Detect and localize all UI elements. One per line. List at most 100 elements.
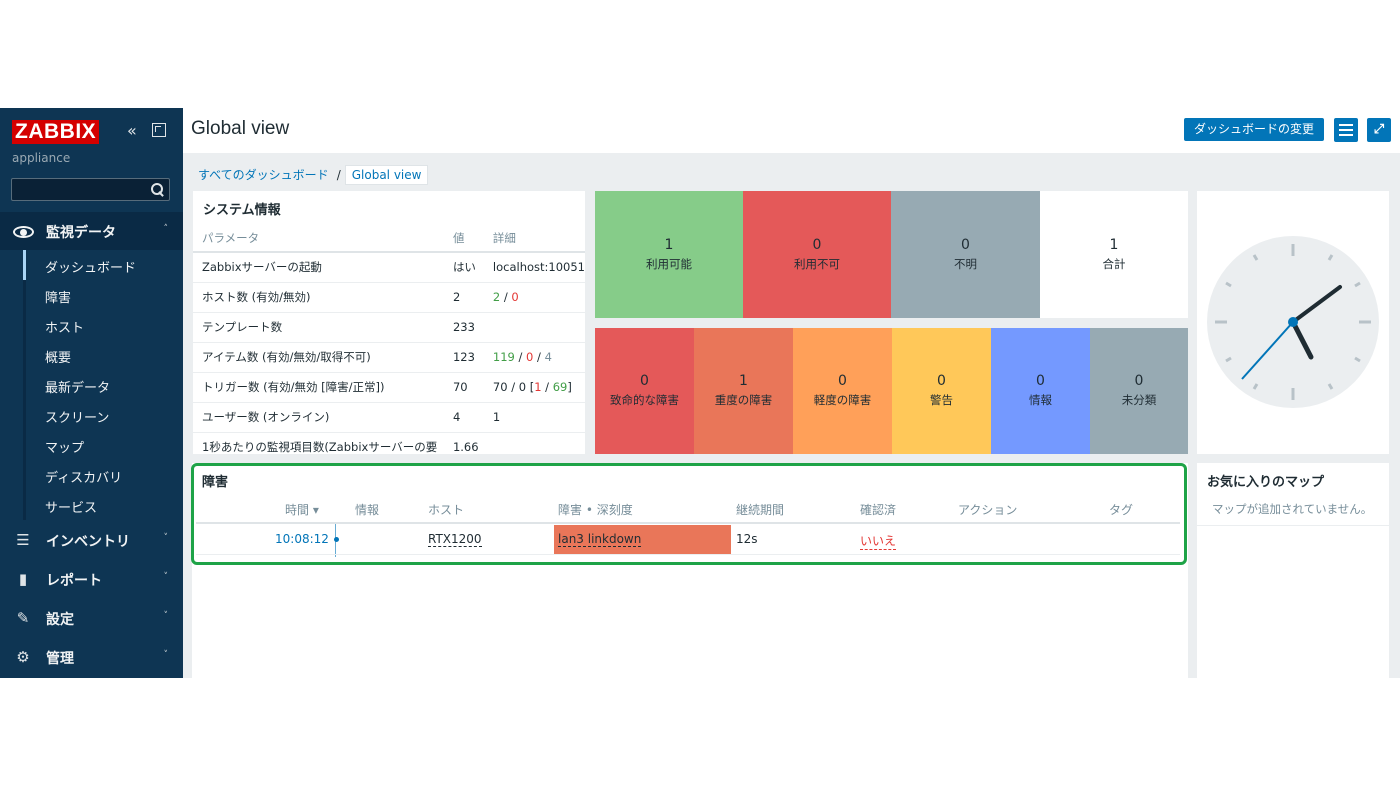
chevron-down-icon: ˅ (163, 533, 169, 543)
tick-5 (1327, 383, 1334, 390)
menu-reports-label: レポート (46, 573, 102, 589)
tick-10 (1225, 281, 1232, 288)
kiosk-mode-icon[interactable] (152, 123, 166, 137)
submenu-problems[interactable]: 障害 (23, 280, 183, 310)
column-header-time[interactable]: 時間 ▾ (285, 503, 319, 517)
count: 1 (664, 237, 674, 253)
sidebar: ZABBIX « appliance 監視データ ˄ ダッシュボード 障害 ホス… (0, 108, 183, 678)
system-info-table: パラメータ 値 詳細 Zabbixサーバーの起動 はい localhost:10… (193, 224, 585, 454)
value-cell: 4 (443, 402, 484, 433)
clock-widget (1197, 191, 1389, 454)
table-row: ホスト数 (有効/無効) 2 2 / 0 (193, 282, 585, 313)
fullscreen-button[interactable]: ⤢ (1367, 118, 1391, 142)
submenu-services[interactable]: サービス (23, 490, 183, 520)
table-row: Zabbixサーバーの起動 はい localhost:10051 (193, 252, 585, 283)
eye-icon (13, 226, 34, 238)
menu-icon (1339, 129, 1353, 131)
submenu-latest-data[interactable]: 最新データ (23, 370, 183, 400)
severity-high-cell[interactable]: 1 重度の障害 (694, 328, 793, 454)
menu-configuration[interactable]: ✎ 設定 ˅ (0, 599, 183, 637)
column-header-host[interactable]: ホスト (428, 503, 465, 517)
menu-monitoring[interactable]: 監視データ ˄ (0, 212, 183, 250)
monitoring-submenu: ダッシュボード 障害 ホスト 概要 最新データ スクリーン マップ ディスカバリ… (23, 250, 183, 520)
chevron-down-icon: ˅ (163, 611, 169, 621)
problems-widget: 障害 時間 ▾ 情報 ホスト 障害 • 深刻度 継続期間 確認済 アクション タ… (192, 463, 1188, 678)
column-header-problem[interactable]: 障害 • 深刻度 (558, 503, 633, 517)
column-header-tags: タグ (1109, 503, 1134, 517)
problem-name-link[interactable]: lan3 linkdown (558, 532, 642, 547)
severity-high-background (554, 525, 731, 554)
label: 利用不可 (794, 257, 840, 271)
breadcrumb: すべてのダッシュボード / Global view (192, 164, 429, 185)
count: 0 (838, 373, 847, 389)
count: 1 (739, 373, 748, 389)
severity-disaster-cell[interactable]: 0 致命的な障害 (595, 328, 694, 454)
submenu-label: ホスト (45, 321, 85, 336)
gear-icon: ⚙ (16, 648, 30, 666)
problem-ack-link[interactable]: いいえ (860, 534, 897, 550)
detail-ok: 69 (552, 380, 568, 394)
collapse-sidebar-icon[interactable]: « (127, 121, 137, 140)
menu-icon (1339, 134, 1353, 136)
severity-not-classified-cell[interactable]: 0 未分類 (1090, 328, 1188, 454)
submenu-maps[interactable]: マップ (23, 430, 183, 460)
page-header: Global view ダッシュボードの変更 ⤢ (183, 108, 1400, 153)
column-header: 詳細 (483, 224, 585, 253)
submenu-label: 概要 (45, 351, 72, 366)
column-header-duration: 継続期間 (736, 503, 785, 517)
widget-title: お気に入りのマップ (1207, 475, 1325, 490)
column-header: パラメータ (193, 224, 444, 253)
submenu-discovery[interactable]: ディスカバリ (23, 460, 183, 490)
breadcrumb-all-dashboards[interactable]: すべてのダッシュボード (198, 168, 329, 182)
menu-inventory[interactable]: ☰ インベントリ ˅ (0, 521, 183, 559)
detail-sep: / (541, 380, 553, 394)
tick-2 (1354, 281, 1361, 288)
detail-suffix: ] (567, 380, 572, 394)
table-row: ユーザー数 (オンライン) 4 1 (193, 402, 585, 433)
count: 0 (640, 373, 649, 389)
menu-inventory-label: インベントリ (46, 534, 130, 550)
value-cell: 70 (443, 372, 484, 403)
submenu-screens[interactable]: スクリーン (23, 400, 183, 430)
chevron-up-icon: ˄ (163, 224, 169, 234)
param-cell: トリガー数 (有効/無効 [障害/正常]) (193, 372, 444, 403)
widget-title: 障害 (202, 475, 229, 490)
menu-icon (1339, 124, 1353, 126)
host-unavailable-cell[interactable]: 0 利用不可 (743, 191, 891, 318)
severity-info-cell[interactable]: 0 情報 (991, 328, 1090, 454)
table-row: トリガー数 (有効/無効 [障害/正常]) 70 70 / 0 [1 / 69] (193, 372, 585, 403)
menu-administration[interactable]: ⚙ 管理 ˅ (0, 638, 183, 676)
severity-warning-cell[interactable]: 0 警告 (892, 328, 991, 454)
detail-cell: localhost:10051 (483, 252, 585, 283)
label: 利用可能 (646, 257, 692, 271)
table-row: アイテム数 (有効/無効/取得不可) 123 119 / 0 / 4 (193, 342, 585, 373)
search-icon[interactable] (150, 182, 165, 197)
favourite-maps-widget: お気に入りのマップ マップが追加されていません。 (1197, 463, 1389, 678)
zabbix-logo[interactable]: ZABBIX (12, 120, 100, 144)
dashboard-list-button[interactable] (1334, 118, 1358, 142)
tick-7 (1252, 383, 1259, 390)
problem-host-link[interactable]: RTX1200 (428, 532, 482, 547)
label: 情報 (1029, 393, 1052, 407)
submenu-dashboard[interactable]: ダッシュボード (23, 250, 183, 280)
clock-center (1288, 317, 1298, 327)
host-available-cell[interactable]: 1 利用可能 (595, 191, 743, 318)
detail-cell (483, 432, 585, 454)
empty-message: マップが追加されていません。 (1212, 502, 1373, 516)
host-total-cell[interactable]: 1 合計 (1040, 191, 1188, 318)
edit-dashboard-button[interactable]: ダッシュボードの変更 (1184, 118, 1324, 141)
menu-monitoring-label: 監視データ (46, 225, 116, 241)
value-cell: はい (443, 252, 484, 283)
problem-time-link[interactable]: 10:08:12 (275, 532, 329, 546)
breadcrumb-current[interactable]: Global view (344, 164, 429, 185)
count: 0 (812, 237, 822, 253)
severity-average-cell[interactable]: 0 軽度の障害 (793, 328, 892, 454)
submenu-overview[interactable]: 概要 (23, 340, 183, 370)
search-input[interactable] (11, 178, 170, 201)
menu-reports[interactable]: ▮ レポート ˅ (0, 560, 183, 598)
submenu-hosts[interactable]: ホスト (23, 310, 183, 340)
label: 合計 (1102, 257, 1126, 271)
wrench-icon: ✎ (16, 609, 30, 627)
submenu-label: マップ (45, 441, 85, 456)
host-unknown-cell[interactable]: 0 不明 (891, 191, 1040, 318)
